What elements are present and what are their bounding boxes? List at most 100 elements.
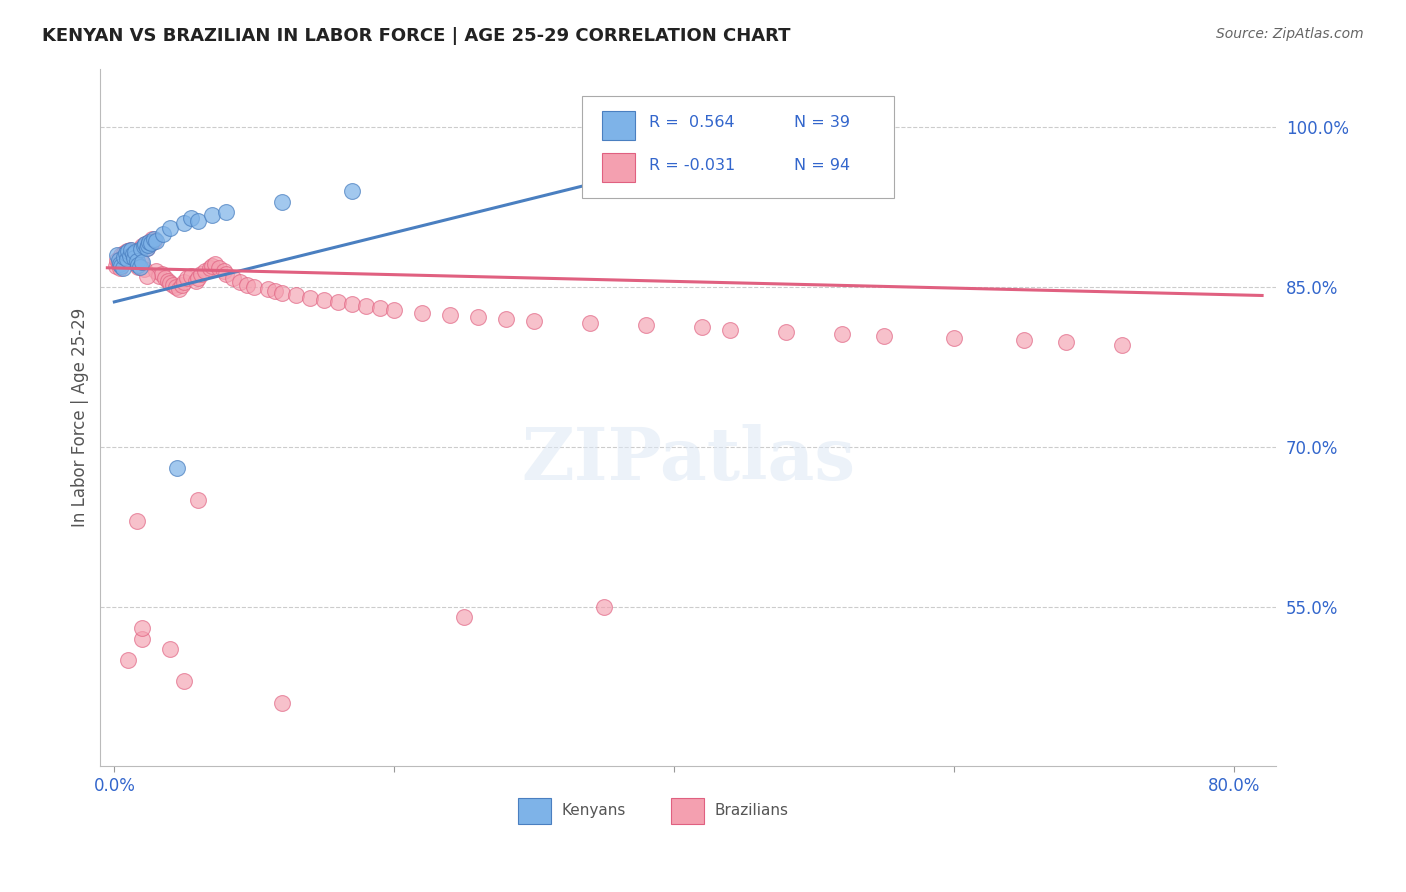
Point (271, 286, 294, 301)
Text: Source: ZipAtlas.com: Source: ZipAtlas.com (1216, 27, 1364, 41)
Point (236, 277, 259, 292)
Point (131, 239, 153, 253)
Point (107, 256, 129, 270)
Point (153, 271, 176, 285)
Point (212, 264, 235, 278)
Point (107, 253, 129, 268)
Point (1054, 335, 1077, 350)
Point (141, 232, 163, 246)
Point (453, 610, 475, 624)
Point (173, 674, 195, 689)
Point (120, 243, 142, 257)
Point (120, 247, 142, 261)
Text: Kenyans: Kenyans (561, 803, 626, 818)
Point (342, 184, 364, 198)
Point (134, 237, 156, 252)
Point (215, 267, 238, 281)
Point (173, 216, 195, 230)
Point (187, 214, 209, 228)
Text: Brazilians: Brazilians (714, 803, 789, 818)
Point (124, 244, 146, 259)
Point (382, 303, 405, 318)
Point (104, 259, 127, 273)
Point (131, 632, 153, 646)
Point (314, 293, 336, 307)
Point (159, 276, 181, 290)
Point (159, 642, 181, 657)
Point (271, 194, 294, 209)
Point (134, 237, 156, 252)
Point (128, 242, 150, 256)
Point (342, 297, 364, 311)
Point (135, 241, 157, 255)
Point (690, 320, 713, 334)
Bar (602, 112, 636, 140)
Point (124, 254, 146, 268)
Point (411, 305, 433, 319)
Text: N = 94: N = 94 (794, 158, 851, 173)
Point (761, 120, 783, 135)
Point (198, 260, 221, 275)
Point (222, 271, 245, 285)
Point (145, 234, 167, 248)
Point (162, 277, 184, 292)
Point (579, 316, 602, 330)
Point (152, 227, 174, 241)
Text: N = 39: N = 39 (794, 115, 851, 130)
Point (138, 235, 160, 250)
Point (110, 259, 132, 273)
Y-axis label: In Labor Force | Age 25-29: In Labor Force | Age 25-29 (72, 308, 89, 527)
Point (368, 301, 391, 316)
Point (111, 260, 134, 275)
Point (127, 258, 149, 272)
Point (117, 653, 139, 667)
Point (1111, 337, 1133, 351)
Point (150, 267, 173, 281)
Bar (671, 797, 703, 824)
Point (139, 236, 162, 251)
Point (159, 221, 181, 235)
Point (118, 243, 141, 257)
Text: KENYAN VS BRAZILIAN IN LABOR FORCE | AGE 25-29 CORRELATION CHART: KENYAN VS BRAZILIAN IN LABOR FORCE | AGE… (42, 27, 790, 45)
Point (299, 291, 322, 305)
Point (194, 264, 217, 278)
Point (111, 252, 134, 267)
Point (138, 235, 160, 250)
Point (201, 259, 224, 273)
Point (112, 245, 135, 260)
Point (184, 274, 207, 288)
Bar (517, 797, 551, 824)
Point (257, 282, 280, 296)
Point (943, 331, 966, 345)
Point (148, 269, 170, 284)
Point (201, 207, 224, 221)
Point (112, 250, 135, 264)
Point (173, 275, 195, 289)
Point (117, 249, 139, 263)
Point (135, 241, 157, 255)
Point (129, 242, 152, 256)
Point (747, 120, 769, 135)
Point (114, 245, 136, 260)
Point (190, 267, 212, 281)
Point (122, 244, 145, 259)
Point (873, 329, 896, 343)
Point (108, 256, 131, 270)
Point (176, 271, 198, 285)
Point (636, 318, 658, 333)
Text: R = -0.031: R = -0.031 (650, 158, 735, 173)
Point (142, 232, 165, 246)
Point (439, 308, 461, 322)
FancyBboxPatch shape (582, 96, 894, 198)
Point (187, 271, 209, 285)
Point (110, 248, 132, 262)
Point (180, 211, 202, 225)
Point (117, 244, 139, 258)
Point (121, 251, 143, 265)
Point (127, 260, 149, 274)
Point (135, 269, 157, 284)
Point (128, 260, 150, 274)
Point (132, 261, 155, 276)
Point (229, 275, 252, 289)
Point (187, 493, 209, 508)
